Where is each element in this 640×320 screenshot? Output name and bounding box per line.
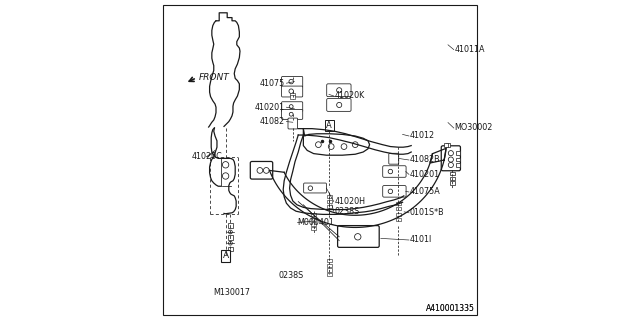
FancyBboxPatch shape <box>326 99 351 111</box>
FancyBboxPatch shape <box>383 166 406 177</box>
Text: A: A <box>326 121 332 130</box>
Text: FRONT: FRONT <box>198 73 229 82</box>
Text: 0238S: 0238S <box>334 207 360 216</box>
Text: 41020K: 41020K <box>334 92 365 100</box>
Bar <box>311 218 316 221</box>
FancyBboxPatch shape <box>250 162 273 179</box>
FancyBboxPatch shape <box>338 226 380 247</box>
Bar <box>450 172 454 175</box>
Text: 41075: 41075 <box>260 79 285 88</box>
Bar <box>311 213 316 216</box>
Bar <box>450 181 454 185</box>
Text: 0101S*B: 0101S*B <box>410 208 444 217</box>
Bar <box>327 273 332 276</box>
Bar <box>327 205 332 208</box>
Text: 410201: 410201 <box>255 103 285 112</box>
Bar <box>396 218 401 221</box>
Bar <box>327 259 332 262</box>
Bar <box>456 163 460 167</box>
FancyBboxPatch shape <box>326 84 351 97</box>
Text: 41020C: 41020C <box>192 152 223 161</box>
Text: 41082B: 41082B <box>410 156 440 164</box>
FancyBboxPatch shape <box>383 186 406 197</box>
Bar <box>396 207 401 210</box>
Text: M000401: M000401 <box>298 218 335 227</box>
Text: 41075A: 41075A <box>410 188 440 196</box>
Bar <box>228 247 233 251</box>
Bar <box>444 143 447 147</box>
FancyBboxPatch shape <box>304 183 326 193</box>
FancyBboxPatch shape <box>388 153 399 164</box>
Bar <box>228 235 233 240</box>
Bar <box>311 222 316 226</box>
FancyBboxPatch shape <box>282 86 303 97</box>
Bar <box>445 143 449 147</box>
Bar <box>327 264 332 267</box>
Bar <box>327 200 332 203</box>
Text: 41011A: 41011A <box>454 45 485 54</box>
FancyBboxPatch shape <box>441 146 460 171</box>
Bar <box>450 177 454 180</box>
Bar <box>311 227 316 230</box>
Bar <box>327 195 332 198</box>
FancyBboxPatch shape <box>288 118 298 129</box>
Text: 0238S: 0238S <box>278 271 303 280</box>
Text: 41020H: 41020H <box>334 197 365 206</box>
Text: A: A <box>223 252 228 260</box>
Text: A410001335: A410001335 <box>426 304 475 313</box>
Text: M130017: M130017 <box>214 288 250 297</box>
FancyBboxPatch shape <box>282 109 303 119</box>
Bar <box>327 268 332 272</box>
Text: 41082: 41082 <box>260 117 285 126</box>
FancyBboxPatch shape <box>282 102 303 112</box>
Bar <box>396 213 401 216</box>
Bar <box>291 95 296 99</box>
Bar <box>325 120 334 131</box>
Text: 4101I: 4101I <box>410 236 432 244</box>
Text: A410001335: A410001335 <box>426 304 475 313</box>
Bar <box>456 158 460 162</box>
Bar <box>396 202 401 205</box>
Bar <box>221 250 230 262</box>
Text: 41012: 41012 <box>410 132 435 140</box>
FancyBboxPatch shape <box>282 76 303 87</box>
Text: 410201: 410201 <box>410 170 440 179</box>
Bar <box>456 151 460 155</box>
Text: MO30002: MO30002 <box>454 124 493 132</box>
Bar <box>291 93 296 96</box>
Bar <box>228 223 233 228</box>
